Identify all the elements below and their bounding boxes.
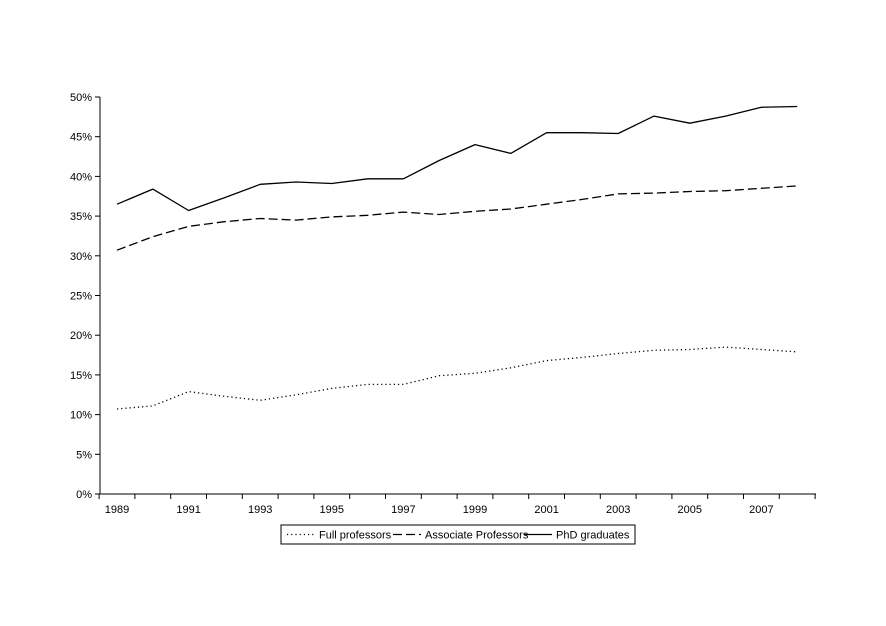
x-tick-label: 1995 [320,504,344,516]
y-tick-label: 20% [70,330,92,342]
y-tick-label: 50% [70,92,92,104]
y-tick-label: 40% [70,171,92,183]
legend-label: Associate Professors [425,530,529,542]
legend-label: Full professors [319,530,392,542]
x-tick-label: 1989 [105,504,129,516]
y-axis-ticks: 0% 5% 10% 15% 20% 25% 30% 35% 40% 45% 50% [70,92,100,501]
series-layer [116,105,798,410]
series-line-2 [116,185,798,251]
y-tick-label: 30% [70,251,92,263]
x-tick-label: 2003 [606,504,630,516]
series-line-1 [116,346,798,410]
y-tick-label: 15% [70,370,92,382]
x-tick-label: 2007 [749,504,773,516]
x-tick-label: 1993 [248,504,272,516]
x-tick-label: 2001 [534,504,558,516]
x-tick-label: 2005 [678,504,702,516]
y-tick-label: 45% [70,132,92,144]
y-tick-label: 25% [70,291,92,303]
x-tick-label: 1991 [176,504,200,516]
y-tick-label: 10% [70,410,92,422]
legend-box [280,524,636,545]
chart-axes [99,97,816,495]
y-tick-label: 5% [76,449,92,461]
series-line-3 [116,105,798,212]
x-tick-label: 1997 [391,504,415,516]
y-tick-label: 0% [76,489,92,501]
y-tick-label: 35% [70,211,92,223]
x-axis-ticks: 1989 1991 1993 1995 1997 1999 2001 2003 2005 2007 [98,494,816,516]
legend: Full professors Associate Professors PhD g… [280,524,636,545]
legend-label: PhD graduates [556,530,630,542]
x-tick-label: 1999 [463,504,487,516]
